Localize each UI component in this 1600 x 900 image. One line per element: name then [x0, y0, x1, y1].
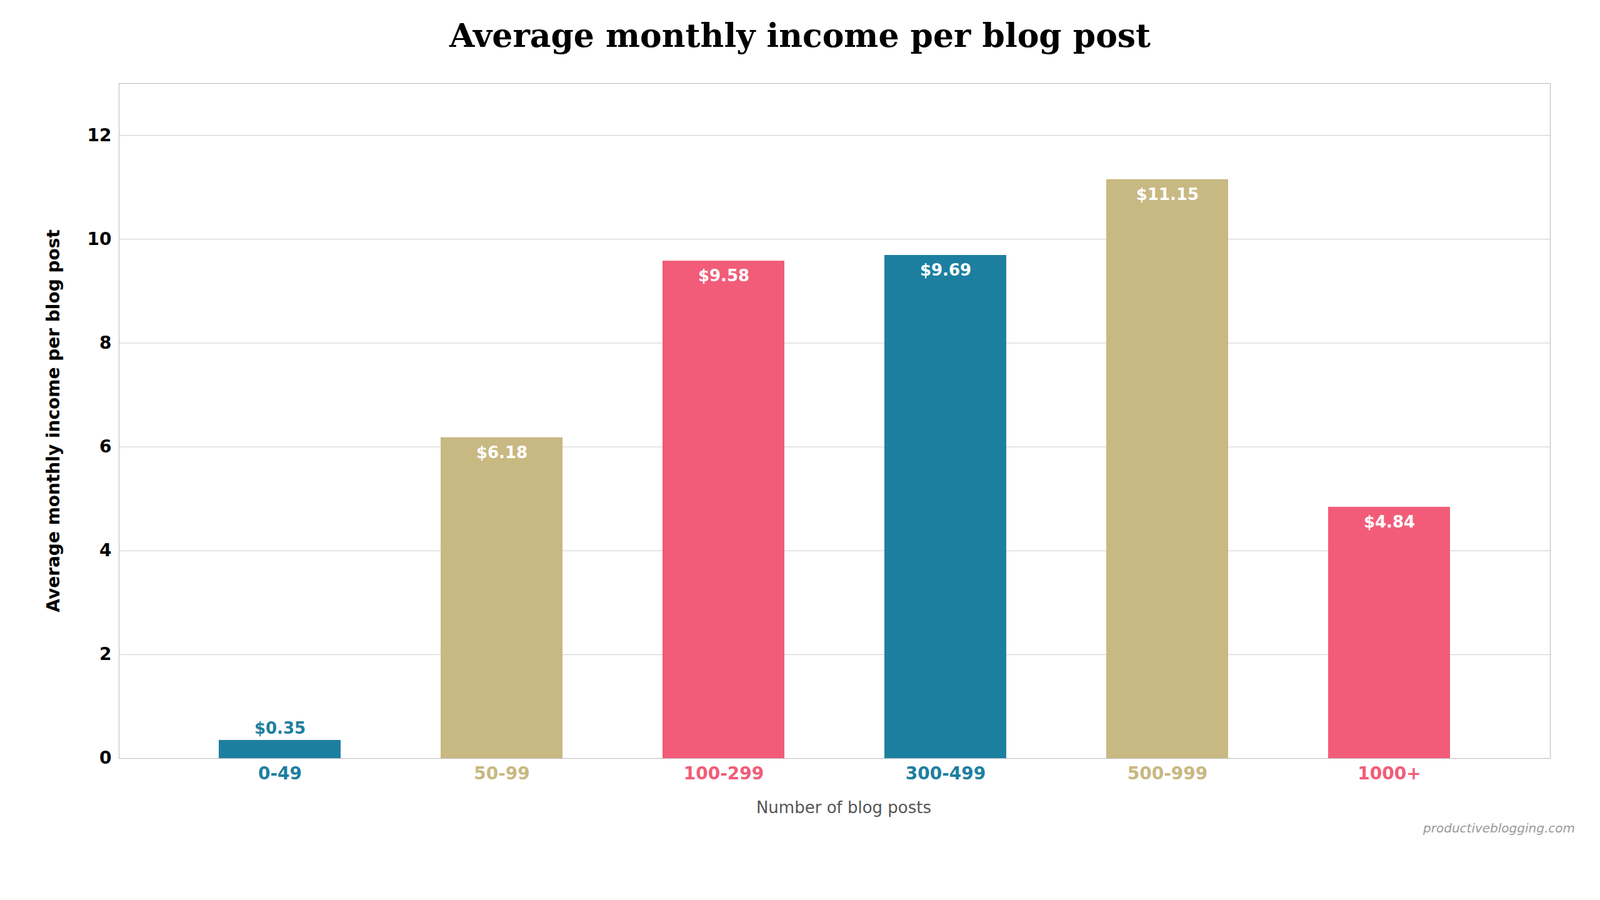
svg-text:0: 0	[99, 747, 112, 769]
svg-text:10: 10	[87, 228, 112, 250]
svg-text:$0.35: $0.35	[254, 718, 306, 738]
svg-text:2: 2	[99, 643, 112, 665]
svg-text:1000+: 1000+	[1357, 763, 1421, 784]
svg-text:$9.58: $9.58	[698, 266, 750, 285]
svg-text:$11.15: $11.15	[1136, 185, 1199, 204]
svg-text:$4.84: $4.84	[1363, 512, 1415, 532]
svg-text:12: 12	[87, 125, 112, 146]
svg-text:50-99: 50-99	[473, 763, 530, 784]
svg-text:$6.18: $6.18	[476, 443, 528, 462]
html-text:Average monthly income per blo: Average monthly income per blog post	[449, 16, 1151, 55]
svg-text:500-999: 500-999	[1127, 763, 1209, 784]
svg-text:0-49: 0-49	[258, 763, 302, 784]
svg-text:Average monthly income per blo: Average monthly income per blog post	[43, 229, 64, 613]
svg-text:$9.69: $9.69	[920, 260, 972, 280]
html-text:productiveblogging.com: productiveblogging.com	[1423, 820, 1575, 836]
html-text:Number of blog posts: Number of blog posts	[756, 798, 932, 817]
svg-text:4: 4	[99, 540, 112, 561]
svg-text:300-499: 300-499	[905, 763, 987, 784]
svg-text:100-299: 100-299	[683, 763, 765, 784]
svg-text:6: 6	[99, 436, 112, 457]
svg-text:8: 8	[99, 332, 112, 354]
